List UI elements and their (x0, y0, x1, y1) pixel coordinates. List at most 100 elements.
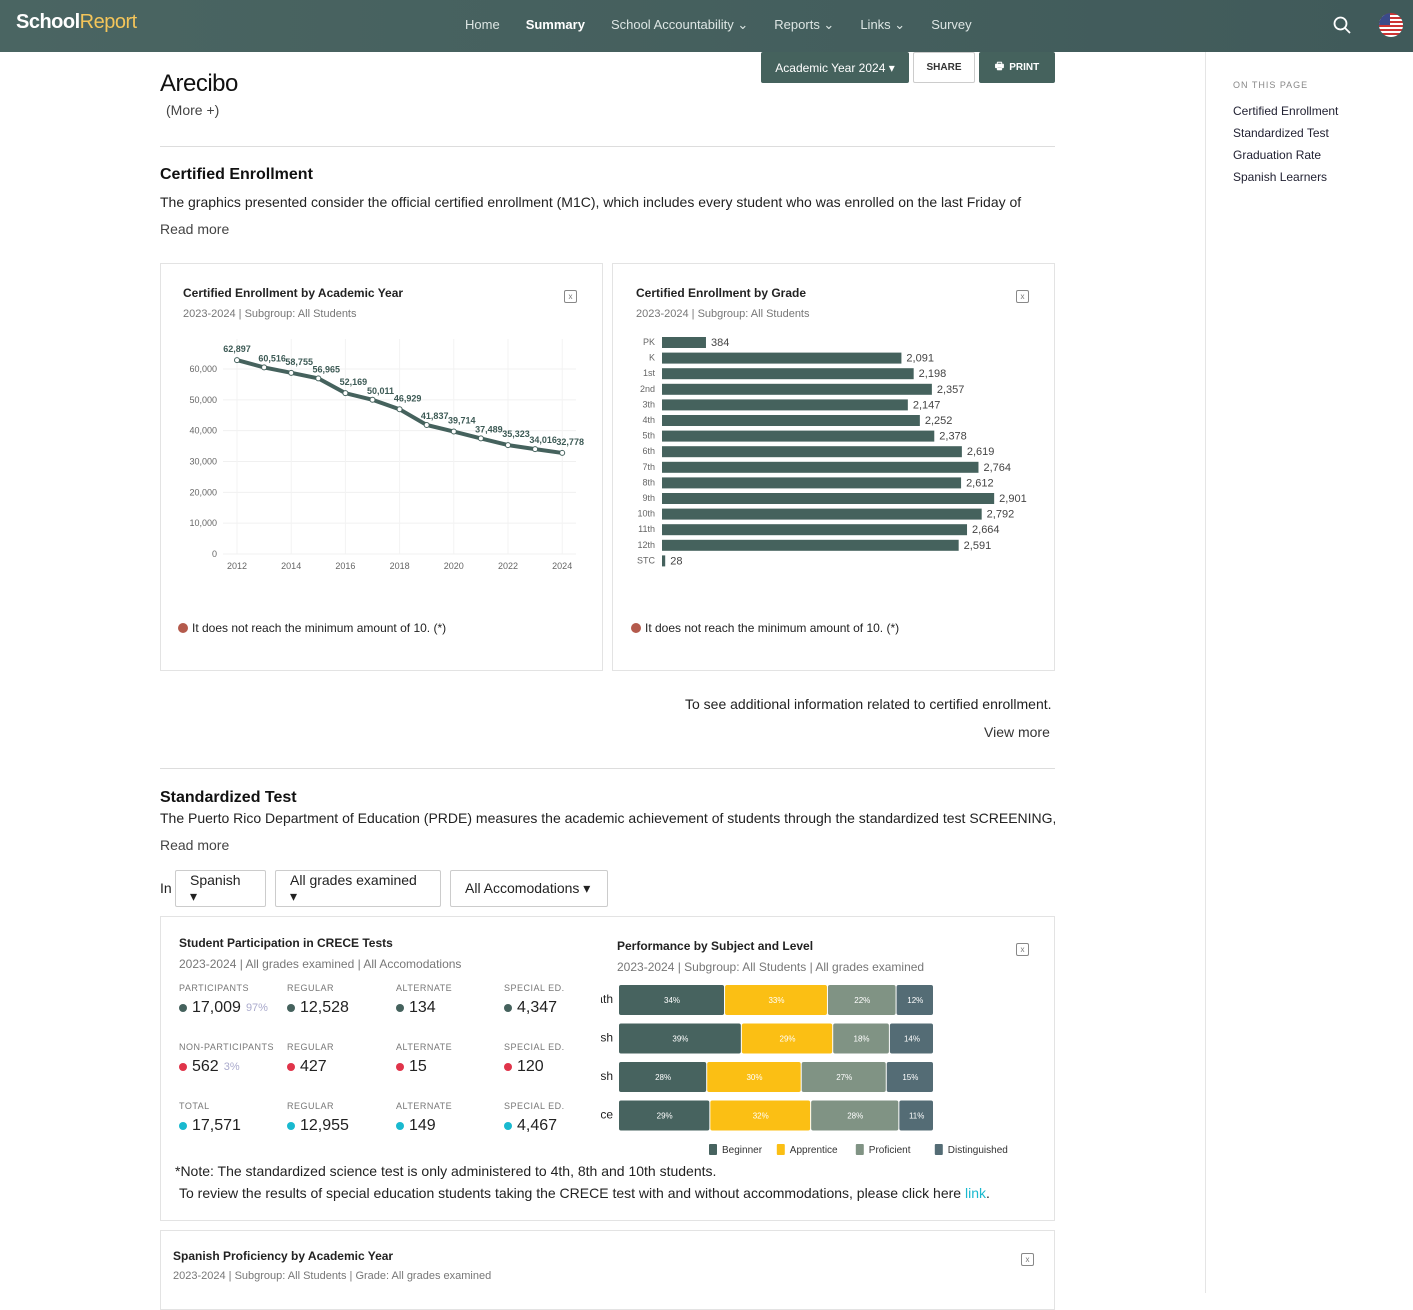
data-point[interactable] (369, 396, 376, 403)
segment-distinguished[interactable] (889, 1023, 933, 1054)
grade-bar[interactable] (662, 539, 959, 551)
segment-apprentice[interactable] (741, 1023, 833, 1054)
data-point[interactable] (450, 428, 457, 435)
grade-bar[interactable] (662, 524, 968, 536)
nav-home[interactable]: Home (465, 17, 500, 32)
data-point[interactable] (288, 369, 295, 376)
excel-export-icon[interactable]: x (1016, 290, 1029, 303)
grade-bar[interactable] (662, 383, 932, 395)
note-text: It does not reach the minimum amount of … (645, 621, 900, 635)
view-more-link[interactable]: View more (984, 724, 1050, 740)
in-label: In (160, 880, 172, 896)
data-label: 37,489 (475, 424, 503, 434)
grade-bar[interactable] (662, 430, 935, 442)
excel-export-icon[interactable]: x (1021, 1253, 1034, 1266)
more-toggle[interactable]: (More +) (166, 102, 220, 118)
segment-beginner[interactable] (619, 985, 725, 1015)
segment-proficient[interactable] (811, 1100, 899, 1131)
special-ed-note-text: To review the results of special educati… (179, 1185, 965, 1201)
read-more-standardized[interactable]: Read more (160, 837, 230, 853)
grade-bar[interactable] (662, 446, 962, 458)
grade-bar[interactable] (662, 508, 982, 520)
subject-dropdown[interactable]: Spanish ▾ (175, 870, 266, 907)
nav-summary[interactable]: Summary (525, 17, 585, 32)
data-point[interactable] (559, 449, 566, 456)
grade-bar[interactable] (662, 368, 914, 380)
stat-non-participants: NON-PARTICIPANTS 562 3% (179, 1042, 274, 1076)
grade-bar[interactable] (662, 555, 666, 567)
legend-swatch (934, 1144, 943, 1155)
segment-distinguished[interactable] (899, 1100, 933, 1131)
segment-apprentice[interactable] (725, 985, 827, 1015)
value: 120 (517, 1058, 544, 1075)
excel-export-icon[interactable]: x (564, 290, 577, 303)
segment-beginner[interactable] (619, 1100, 710, 1131)
data-point[interactable] (396, 406, 403, 413)
segment-label: 33% (768, 996, 784, 1005)
toc-item-graduation-rate[interactable]: Graduation Rate (1233, 148, 1322, 162)
grade-bar[interactable] (662, 337, 706, 348)
segment-distinguished[interactable] (896, 985, 933, 1015)
us-flag-language-icon[interactable] (1379, 13, 1403, 37)
grade-bar[interactable] (662, 461, 979, 473)
stat-special-ed-: SPECIAL ED. 120 (504, 1042, 565, 1076)
data-point[interactable] (505, 442, 511, 449)
nav-links[interactable]: Links ⌄ (860, 17, 906, 32)
participation-title: Student Participation in CRECE Tests (179, 936, 393, 950)
share-button[interactable]: SHARE (913, 52, 975, 83)
value: 12,528 (300, 999, 349, 1016)
data-point[interactable] (234, 357, 240, 364)
segment-beginner[interactable] (619, 1062, 707, 1092)
value: 149 (409, 1117, 436, 1134)
search-icon[interactable] (1333, 16, 1351, 34)
data-point[interactable] (342, 390, 349, 397)
legend-label[interactable]: Beginner (722, 1145, 763, 1156)
grade-bar[interactable] (662, 352, 902, 364)
excel-export-icon[interactable]: x (1016, 943, 1029, 956)
legend-label[interactable]: Apprentice (790, 1145, 838, 1156)
grades-dropdown[interactable]: All grades examined ▾ (275, 870, 441, 907)
grade-bar[interactable] (662, 477, 962, 489)
data-point[interactable] (532, 446, 539, 453)
segment-beginner[interactable] (619, 1023, 741, 1054)
grade-value: 2,792 (987, 509, 1015, 521)
grade-value: 2,252 (925, 415, 953, 427)
grade-value: 2,901 (999, 493, 1027, 505)
toc-item-certified-enrollment[interactable]: Certified Enrollment (1233, 104, 1339, 118)
segment-proficient[interactable] (827, 985, 896, 1015)
subject-label: Spanish (601, 1069, 613, 1083)
nav-school-accountability[interactable]: School Accountability ⌄ (610, 17, 749, 32)
data-point[interactable] (261, 364, 268, 371)
data-point[interactable] (315, 375, 322, 382)
toc-item-standardized-test[interactable]: Standardized Test (1233, 126, 1329, 140)
read-more-enrollment[interactable]: Read more (160, 221, 230, 237)
academic-year-dropdown[interactable]: Academic Year 2024 ▾ (761, 52, 909, 83)
segment-proficient[interactable] (801, 1062, 886, 1092)
logo[interactable]: SchoolReport (16, 11, 137, 34)
segment-label: 34% (664, 996, 680, 1005)
segment-label: 27% (836, 1073, 852, 1082)
logo-text-b: Report (79, 11, 138, 33)
segment-distinguished[interactable] (886, 1062, 933, 1092)
print-button[interactable]: 🖶 PRINT (979, 52, 1055, 83)
special-ed-link[interactable]: link (964, 1185, 986, 1201)
nav-survey[interactable]: Survey (931, 17, 972, 32)
legend-label[interactable]: Proficient (869, 1145, 911, 1156)
grade-bar[interactable] (662, 493, 995, 504)
crece-card: Student Participation in CRECE Tests 202… (160, 916, 1055, 1221)
data-point[interactable] (477, 435, 484, 442)
chart-subtitle: 2023-2024 | Subgroup: All Students (183, 308, 357, 320)
segment-apprentice[interactable] (710, 1100, 811, 1131)
legend-label[interactable]: Distinguished (948, 1145, 1008, 1156)
segment-apprentice[interactable] (707, 1062, 801, 1092)
accommodations-dropdown[interactable]: All Accomodations ▾ (450, 870, 608, 907)
segment-label: 18% (854, 1035, 870, 1044)
grade-bar[interactable] (662, 399, 908, 411)
segment-proficient[interactable] (833, 1023, 889, 1054)
grade-bar[interactable] (662, 415, 920, 426)
grade-label: 1st (643, 368, 656, 378)
toc-item-spanish-learners[interactable]: Spanish Learners (1233, 170, 1328, 184)
min-amount-note: It does not reach the minimum amount of … (631, 621, 899, 635)
data-point[interactable] (423, 422, 430, 429)
nav-reports[interactable]: Reports ⌄ (774, 17, 835, 32)
